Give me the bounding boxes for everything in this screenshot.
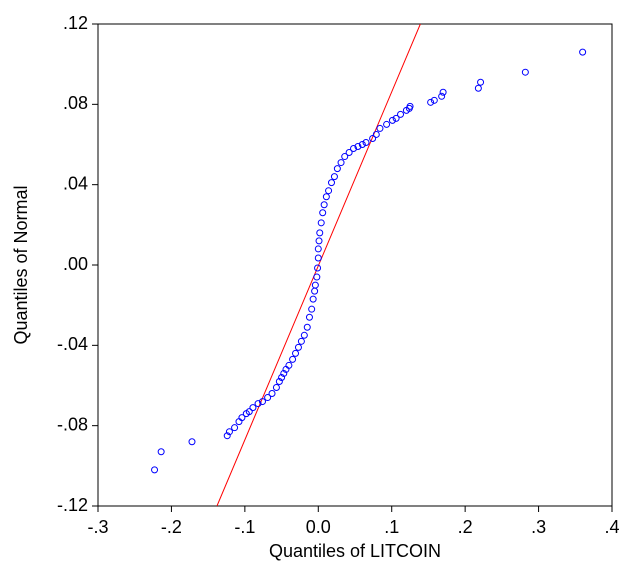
data-point xyxy=(285,361,293,369)
data-point xyxy=(294,343,302,351)
data-point xyxy=(311,287,319,295)
data-point xyxy=(358,141,366,148)
data-point xyxy=(292,349,300,357)
data-point xyxy=(350,145,358,153)
data-point xyxy=(245,408,253,416)
data-point xyxy=(264,394,272,402)
data-point xyxy=(579,48,587,56)
data-point xyxy=(305,313,313,321)
x-tick-label: -.2 xyxy=(161,517,182,537)
data-point xyxy=(427,98,435,106)
data-point xyxy=(275,377,283,385)
data-point xyxy=(430,96,438,104)
data-point xyxy=(376,124,384,132)
data-point xyxy=(272,384,280,392)
data-point xyxy=(235,418,243,426)
plot-area xyxy=(151,24,587,506)
data-point xyxy=(314,254,322,262)
data-point xyxy=(320,201,328,209)
x-tick-label: -.3 xyxy=(87,517,108,537)
data-point xyxy=(188,438,196,446)
data-point xyxy=(223,432,231,440)
data-point xyxy=(397,110,405,118)
data-point xyxy=(372,130,380,138)
data-point xyxy=(309,295,317,303)
x-tick-label: 0.0 xyxy=(306,517,331,537)
data-point xyxy=(369,134,377,142)
x-tick-label: .1 xyxy=(384,517,399,537)
data-point xyxy=(406,102,414,110)
data-point xyxy=(315,237,323,245)
y-tick-label: .12 xyxy=(63,13,88,33)
data-point xyxy=(317,219,325,227)
data-point xyxy=(345,149,353,157)
data-point xyxy=(157,448,165,456)
data-point xyxy=(225,428,233,436)
y-tick-label: -.12 xyxy=(57,495,88,515)
data-point xyxy=(300,331,308,339)
data-point xyxy=(313,273,321,281)
x-tick-label: .2 xyxy=(458,517,473,537)
x-axis-label: Quantiles of LITCOIN xyxy=(269,541,441,561)
data-point xyxy=(151,466,159,474)
data-point xyxy=(319,209,327,217)
data-point xyxy=(477,78,485,86)
data-point xyxy=(314,264,322,272)
data-point xyxy=(316,229,324,237)
data-point xyxy=(330,173,338,181)
plot-frame xyxy=(97,23,613,507)
data-point xyxy=(268,390,276,398)
data-point xyxy=(354,143,362,151)
x-tick-label: .4 xyxy=(604,517,619,537)
data-point xyxy=(474,84,482,92)
data-point xyxy=(297,337,305,345)
y-tick-label: -.04 xyxy=(57,334,88,354)
y-axis-label: Quantiles of Normal xyxy=(11,185,31,344)
data-point xyxy=(231,424,239,432)
data-point xyxy=(333,165,341,173)
data-point xyxy=(258,398,266,406)
y-tick-label: .04 xyxy=(63,173,88,193)
data-point xyxy=(280,369,288,377)
x-tick-label: -.1 xyxy=(234,517,255,537)
data-point xyxy=(388,116,396,124)
y-tick-label: .08 xyxy=(63,93,88,113)
data-point xyxy=(341,153,349,161)
data-point xyxy=(337,159,345,167)
data-point xyxy=(322,193,330,201)
data-point xyxy=(438,92,446,100)
data-point xyxy=(328,179,336,187)
data-point xyxy=(303,323,311,331)
data-point xyxy=(439,88,447,96)
data-point xyxy=(254,400,262,408)
data-point xyxy=(278,373,286,381)
data-point xyxy=(383,120,391,128)
data-point xyxy=(308,305,316,313)
y-tick-label: -.08 xyxy=(57,414,88,434)
data-point xyxy=(289,355,297,363)
data-point xyxy=(521,68,529,76)
data-point xyxy=(325,187,333,195)
data-point xyxy=(249,404,257,412)
data-point xyxy=(314,245,322,253)
data-point xyxy=(238,414,246,422)
data-point xyxy=(311,281,319,289)
data-point xyxy=(392,114,400,122)
y-tick-label: .00 xyxy=(63,254,88,274)
x-tick-label: .3 xyxy=(531,517,546,537)
data-point xyxy=(362,138,370,146)
